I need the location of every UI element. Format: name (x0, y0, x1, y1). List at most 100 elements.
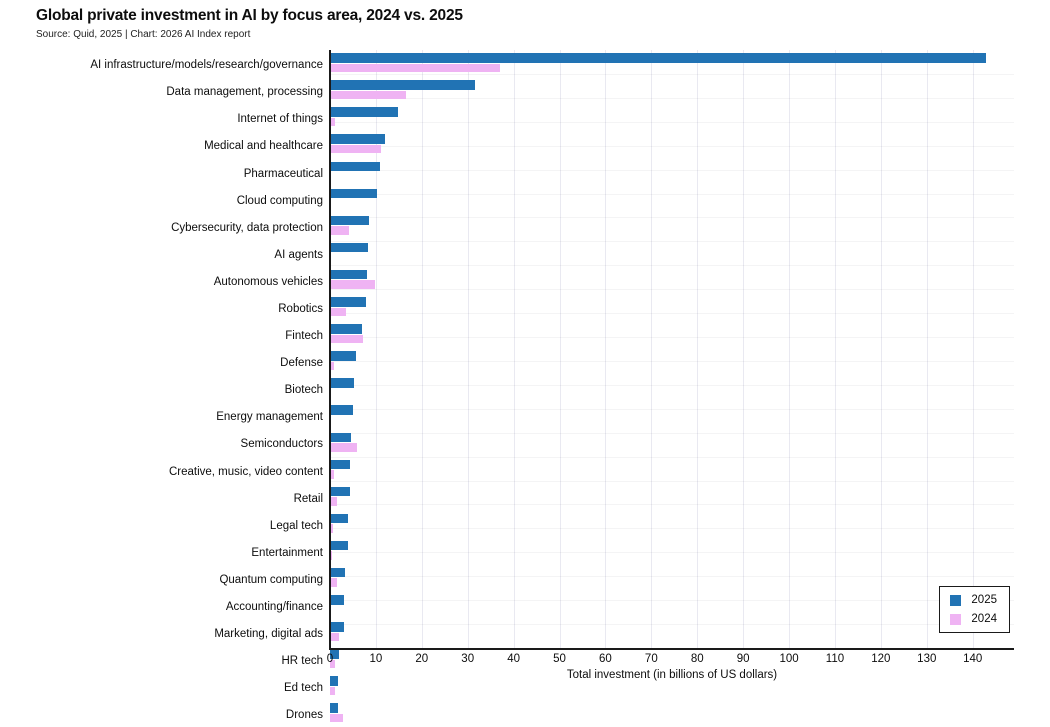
chart-row: Robotics (278, 297, 1014, 321)
gridline-x-30 (467, 50, 469, 648)
category-label: HR tech (281, 655, 323, 668)
gridline-row (330, 73, 1014, 75)
legend-swatch-2024 (950, 613, 962, 625)
gridline-x-60 (605, 50, 607, 648)
gridline-row (330, 360, 1014, 362)
x-tick-label: 50 (553, 653, 566, 665)
bar-2025 (330, 324, 362, 334)
category-label: Data management, processing (166, 86, 323, 99)
gridline-x-100 (789, 50, 791, 648)
bar-2024 (330, 659, 335, 669)
chart-row: Cybersecurity, data protection (171, 215, 1014, 240)
x-tick-label: 30 (461, 653, 475, 665)
category-label: Quantum computing (219, 573, 323, 586)
chart-row: Fintech (285, 324, 1014, 348)
chart-row: Data management, processing (166, 80, 1014, 104)
x-tick-label: 140 (963, 653, 983, 665)
gridline-x-20 (421, 50, 423, 648)
bar-2024 (330, 90, 406, 100)
bar-2025 (330, 432, 351, 442)
legend-label: 2025 (971, 594, 997, 606)
bar-2025 (330, 676, 338, 686)
y-axis-line (329, 50, 331, 648)
bar-2025 (330, 567, 345, 578)
x-tick-label: 100 (779, 653, 799, 665)
category-label: Cloud computing (236, 194, 323, 207)
bar-2025 (330, 649, 340, 659)
x-tick-label: 60 (599, 653, 612, 665)
bar-2025 (330, 513, 349, 524)
chart-row: Internet of things (237, 107, 1014, 131)
gridline-row (330, 600, 1014, 602)
gridline-row (330, 169, 1014, 171)
gridline-row (330, 384, 1014, 386)
gridline-x-10 (375, 50, 377, 648)
gridline-x-130 (926, 50, 928, 648)
gridline-row (330, 241, 1014, 243)
chart-row: Drones (286, 703, 1014, 727)
x-tick-label: 0 (326, 653, 334, 665)
legend: 2025 2024 (939, 586, 1010, 633)
category-label: Drones (285, 709, 323, 722)
gridline-x-50 (559, 50, 561, 648)
gridline-row (330, 576, 1014, 578)
gridline-x-70 (651, 50, 653, 648)
gridline-row (330, 313, 1014, 315)
bar-2025 (330, 703, 338, 713)
chart-row: Legal tech (270, 513, 1014, 538)
x-tick-label: 70 (644, 653, 658, 665)
gridline-x-90 (743, 50, 745, 648)
category-label: Pharmaceutical (243, 167, 323, 180)
bar-2025 (330, 107, 398, 117)
bar-2025 (330, 53, 987, 63)
bar-2024 (330, 117, 335, 127)
bar-2025 (330, 540, 348, 551)
chart-source: Source: Quid, 2025 | Chart: 2026 AI Inde… (36, 29, 251, 40)
gridline-x-140 (972, 50, 974, 648)
gridline-row (330, 265, 1014, 267)
gridline-row (330, 528, 1014, 530)
legend-label: 2024 (971, 613, 997, 625)
gridline-row (330, 480, 1014, 482)
chart-row: AI agents (274, 242, 1014, 267)
gridline-row (330, 121, 1014, 123)
chart-row: Defense (280, 351, 1014, 375)
chart-row: Accounting/finance (226, 595, 1014, 619)
x-tick-label: 110 (825, 653, 845, 665)
gridline-row (330, 456, 1014, 458)
gridline-x-110 (834, 50, 836, 648)
bar-rows: AI infrastructure/models/research/govern… (90, 50, 1014, 723)
chart-figure: Global private investment in AI by focus… (36, 7, 1014, 723)
bar-2024 (330, 578, 337, 587)
chart-row: Energy management (216, 405, 1014, 429)
bar-2025 (330, 134, 385, 144)
bar-2025 (330, 595, 344, 605)
bar-2024 (330, 63, 500, 73)
category-label: Fintech (285, 330, 323, 343)
category-label: AI agents (274, 248, 323, 261)
x-axis-ticks: 0 10 20 30 40 50 60 70 80 90 100 110 120 130 140 (326, 653, 1014, 667)
bar-2025 (330, 351, 356, 361)
x-tick-label: 10 (369, 653, 383, 665)
bar-2024 (330, 632, 339, 642)
gridline-row (330, 193, 1014, 195)
x-tick-label: 90 (736, 653, 750, 665)
bar-2025 (330, 242, 368, 253)
bar-2024 (330, 144, 381, 154)
bar-2025 (330, 215, 370, 226)
gridline-row (330, 97, 1014, 99)
chart-row: Biotech (285, 378, 1014, 402)
legend-swatch-2025 (950, 594, 962, 606)
gridline-row (330, 145, 1014, 147)
bar-2024 (330, 361, 334, 371)
bar-2025 (330, 378, 354, 388)
gridline-x-80 (697, 50, 699, 648)
category-label: Robotics (278, 302, 323, 315)
bar-2024 (330, 686, 335, 696)
category-label: Internet of things (237, 113, 323, 126)
category-label: Autonomous vehicles (213, 275, 323, 288)
chart-row: Creative, music, video content (169, 459, 1014, 484)
bar-2024 (330, 497, 337, 506)
chart-row: Ed tech (284, 676, 1014, 700)
bar-2024 (330, 524, 333, 533)
